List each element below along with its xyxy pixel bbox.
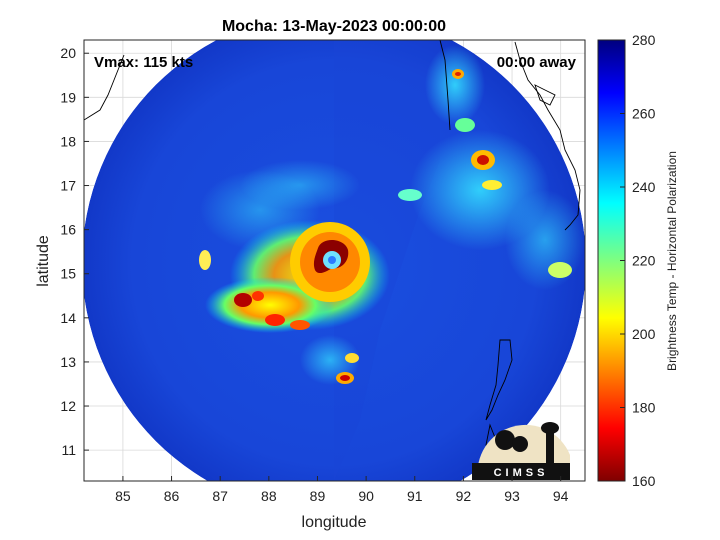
chart-title: Mocha: 13-May-2023 00:00:00 bbox=[222, 18, 446, 35]
y-tick-label: 18 bbox=[60, 133, 76, 149]
colorbar-tick-label: 260 bbox=[632, 106, 656, 122]
plot-border bbox=[83, 39, 586, 482]
cimss-logo: CIMSS bbox=[472, 422, 570, 480]
x-tick-label: 88 bbox=[261, 488, 277, 504]
x-tick-label: 92 bbox=[456, 488, 472, 504]
colorbar-tick-label: 280 bbox=[632, 32, 656, 48]
x-tick-label: 85 bbox=[115, 488, 131, 504]
x-tick-label: 89 bbox=[310, 488, 326, 504]
swath-image bbox=[84, 40, 585, 481]
x-tick-label: 86 bbox=[164, 488, 180, 504]
colorbar-ticks: 280 260 240 220 200 180 160 bbox=[620, 32, 656, 489]
colorbar-label: Brightness Temp - Horizontal Polarizatio… bbox=[665, 151, 679, 371]
x-tick-label: 87 bbox=[212, 488, 228, 504]
y-tick-label: 14 bbox=[60, 310, 76, 326]
colorbar-tick-label: 180 bbox=[632, 400, 656, 416]
y-tick-label: 13 bbox=[60, 354, 76, 370]
y-tick-label: 20 bbox=[60, 45, 76, 61]
colorbar-tick-label: 160 bbox=[632, 473, 656, 489]
y-tick-label: 11 bbox=[61, 442, 76, 458]
y-axis-label: latitude bbox=[35, 235, 52, 287]
time-label: 00:00 away bbox=[497, 54, 577, 71]
y-tick-label: 15 bbox=[60, 266, 76, 282]
x-tick-label: 91 bbox=[407, 488, 423, 504]
x-axis-label: longitude bbox=[302, 514, 367, 531]
y-tick-label: 12 bbox=[60, 398, 76, 414]
colorbar-tick-label: 220 bbox=[632, 253, 656, 269]
x-tick-label: 90 bbox=[358, 488, 374, 504]
x-tick-label: 94 bbox=[553, 488, 569, 504]
y-tick-label: 16 bbox=[60, 222, 76, 238]
x-tick-label: 93 bbox=[504, 488, 520, 504]
colorbar-tick-label: 240 bbox=[632, 179, 656, 195]
y-tick-label: 19 bbox=[60, 89, 76, 105]
x-axis-ticks: 85 86 87 88 89 90 91 92 93 94 bbox=[115, 476, 569, 504]
y-tick-label: 17 bbox=[60, 178, 76, 194]
y-axis-ticks: 11 12 13 14 15 16 17 18 19 20 bbox=[60, 45, 89, 458]
logo-text: CIMSS bbox=[494, 467, 549, 479]
vmax-label: Vmax: 115 kts bbox=[94, 54, 193, 71]
colorbar-tick-label: 200 bbox=[632, 326, 656, 342]
